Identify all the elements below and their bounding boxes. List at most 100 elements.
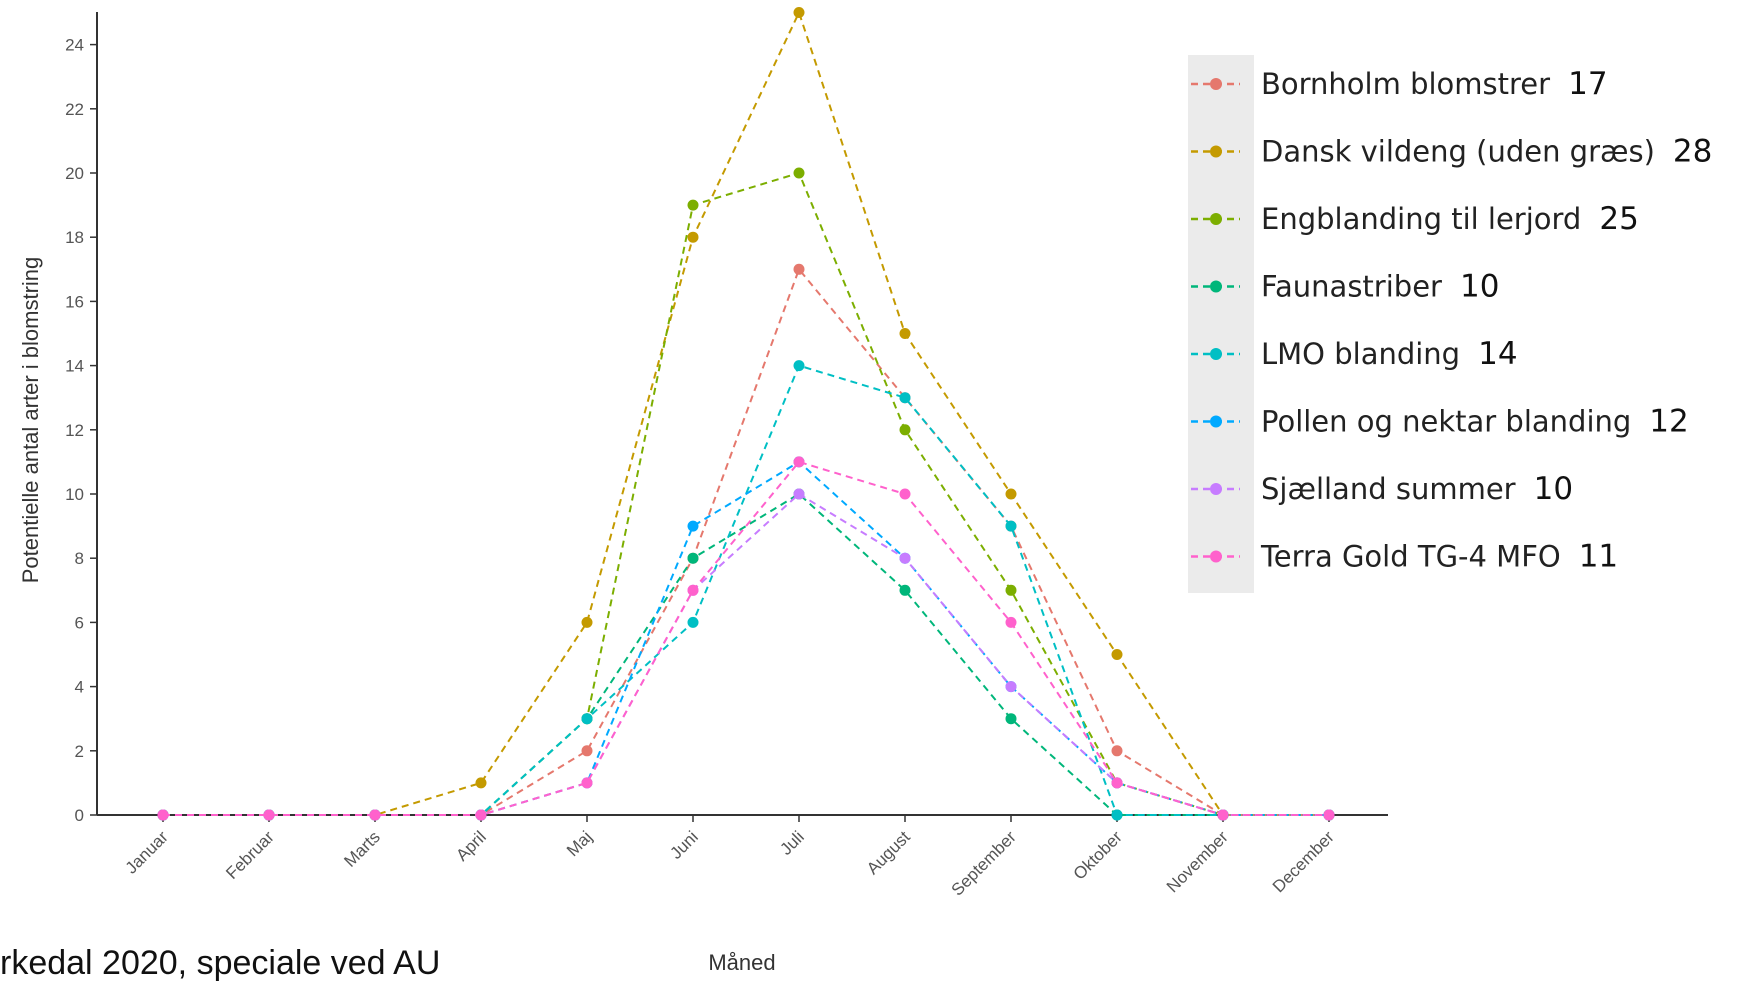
x-tick-label: September (948, 827, 1020, 899)
legend-key-point (1210, 280, 1222, 293)
series-5 (157, 456, 1335, 821)
legend-label: Sjælland summer (1261, 472, 1516, 506)
legend-label: Engblanding til lerjord (1261, 202, 1581, 236)
data-point (687, 616, 699, 628)
legend-item: Dansk vildeng (uden græs) 28 (1191, 134, 1712, 170)
data-point (793, 456, 805, 468)
legend: Bornholm blomstrer 17 Dansk vildeng (uden … (1188, 55, 1712, 593)
legend-key-point (1210, 483, 1222, 495)
data-point (369, 809, 381, 821)
data-point (581, 745, 593, 757)
legend-count: 11 (1579, 539, 1618, 575)
data-point (475, 809, 487, 821)
y-tick-label: 10 (65, 485, 84, 504)
legend-item: LMO blanding 14 (1191, 336, 1518, 372)
data-point (687, 520, 699, 532)
x-tick-label: Oktober (1070, 827, 1126, 883)
data-point (687, 199, 699, 211)
data-point (899, 392, 911, 404)
data-point (1005, 713, 1017, 725)
legend-item: Terra Gold TG-4 MFO 11 (1191, 539, 1618, 575)
data-point (1323, 809, 1335, 821)
series-4 (157, 360, 1335, 821)
data-point (1111, 809, 1123, 821)
legend-label: Bornholm blomstrer (1261, 67, 1550, 101)
data-point (1005, 616, 1017, 628)
data-point (899, 488, 911, 500)
data-point (793, 263, 805, 275)
data-point (1111, 649, 1123, 660)
y-tick-label: 22 (65, 100, 84, 119)
data-point (1005, 520, 1017, 532)
x-tick-label: August (863, 827, 914, 878)
series-6 (157, 488, 1335, 821)
data-point (1005, 681, 1017, 693)
data-point (899, 328, 911, 339)
y-tick-label: 14 (65, 357, 84, 376)
legend-count: 14 (1478, 336, 1517, 372)
y-tick-label: 20 (65, 164, 84, 183)
legend-label: Faunastriber (1261, 270, 1442, 304)
legend-count: 17 (1568, 66, 1607, 102)
legend-key-point (1210, 213, 1222, 225)
legend-item: Pollen og nektar blanding 12 (1191, 404, 1689, 440)
legend-key-point (1210, 348, 1222, 360)
series-3 (157, 488, 1335, 821)
data-point (1111, 745, 1123, 757)
legend-key-background (1188, 55, 1254, 593)
data-point (1217, 809, 1229, 821)
y-tick-label: 24 (65, 36, 84, 55)
legend-item: Sjælland summer 10 (1191, 471, 1573, 507)
legend-key-point (1210, 550, 1222, 563)
series-7 (157, 456, 1335, 821)
data-point (793, 167, 805, 179)
data-point (581, 713, 593, 725)
data-point (793, 360, 805, 372)
x-tick-label: Februar (222, 827, 278, 883)
y-tick-label: 4 (75, 678, 84, 697)
x-tick-label: Juni (666, 827, 701, 862)
legend-key-point (1210, 145, 1222, 158)
data-point (899, 584, 911, 596)
data-point (687, 231, 699, 243)
legend-item: Faunastriber 10 (1191, 269, 1499, 305)
legend-label: LMO blanding (1261, 337, 1460, 371)
legend-key-point (1210, 78, 1222, 90)
x-tick-label: Marts (340, 827, 383, 870)
legend-item: Engblanding til lerjord 25 (1191, 201, 1639, 237)
legend-label: Dansk vildeng (uden græs) (1261, 135, 1655, 169)
y-tick-label: 18 (65, 228, 84, 247)
x-tick-label: Juli (776, 827, 807, 858)
legend-item: Bornholm blomstrer 17 (1191, 66, 1608, 102)
legend-count: 10 (1534, 471, 1573, 507)
series-line (163, 364, 1329, 816)
y-tick-label: 16 (65, 292, 84, 311)
y-tick-label: 8 (75, 549, 84, 568)
data-point (899, 552, 911, 564)
y-tick-label: 12 (65, 421, 84, 440)
source-caption: rkedal 2020, speciale ved AU (0, 944, 441, 982)
series-1 (157, 7, 1335, 821)
data-point (687, 584, 699, 596)
data-point (1111, 777, 1123, 789)
legend-label: Terra Gold TG-4 MFO (1260, 540, 1561, 574)
legend-count: 28 (1673, 134, 1712, 170)
x-tick-label: Maj (563, 827, 596, 860)
legend-count: 10 (1460, 269, 1499, 305)
series-line (163, 492, 1329, 816)
series-line (163, 9, 1329, 816)
x-tick-label: November (1163, 827, 1232, 896)
legend-key-point (1210, 415, 1222, 428)
legend-count: 25 (1599, 201, 1638, 237)
legend-count: 12 (1649, 404, 1688, 440)
data-point (687, 552, 699, 564)
series-line (163, 460, 1329, 816)
x-axis-title: Måned (708, 950, 775, 975)
y-tick-label: 0 (75, 806, 84, 825)
x-tick-label: April (452, 827, 489, 864)
data-point (793, 488, 805, 500)
data-point (157, 809, 169, 821)
data-point (899, 424, 911, 436)
data-point (793, 7, 805, 18)
